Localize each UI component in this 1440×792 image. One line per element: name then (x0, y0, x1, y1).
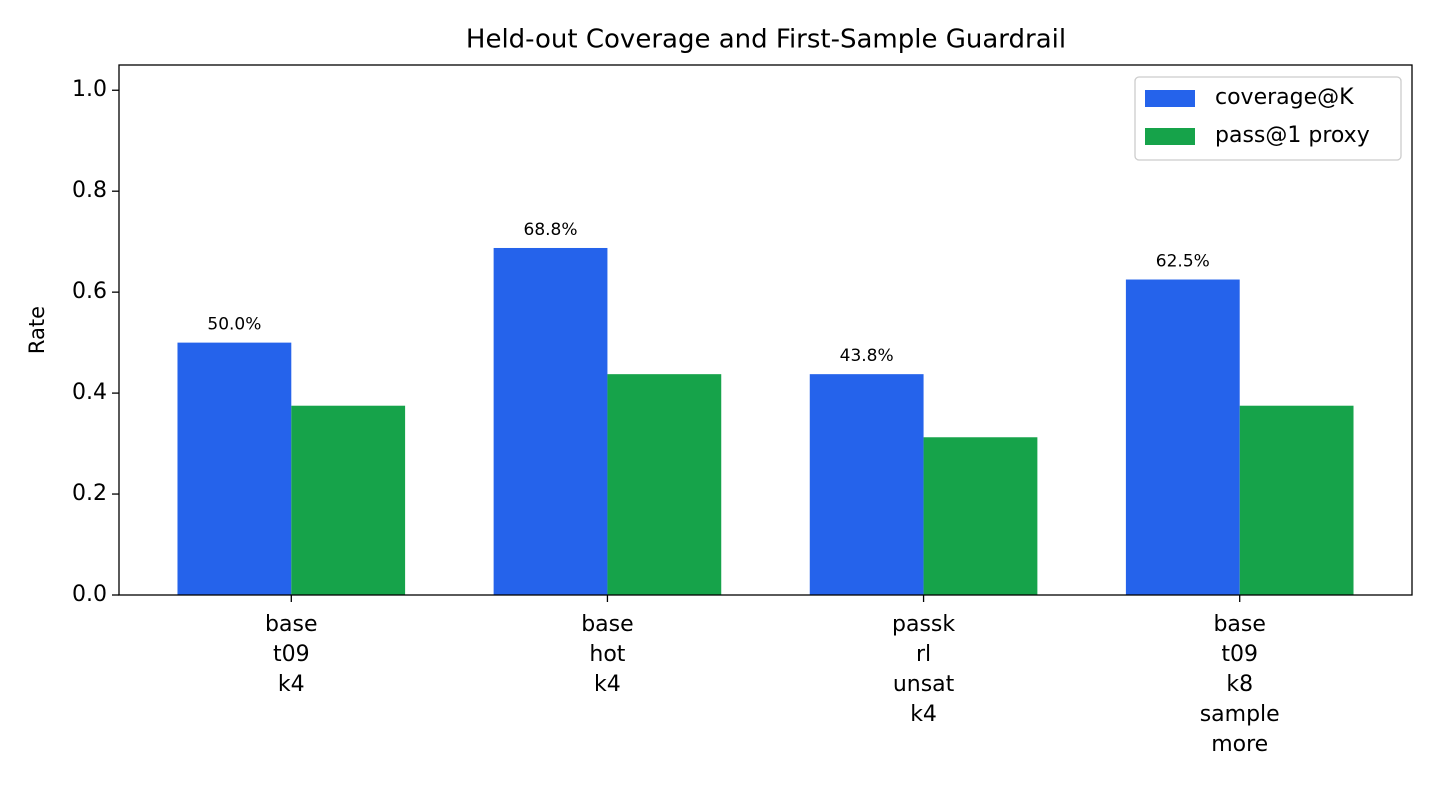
y-tick-label: 0.8 (72, 178, 107, 203)
value-label: 50.0% (207, 315, 261, 335)
legend-box (1134, 76, 1402, 161)
chart-title: Held-out Coverage and First-Sample Guard… (466, 25, 1066, 55)
legend-label: coverage@K (1215, 85, 1354, 110)
axes-frame (118, 64, 1413, 596)
bar (809, 374, 924, 595)
y-tick-label: 0.0 (72, 582, 107, 607)
bar (493, 247, 608, 595)
value-label: 62.5% (1156, 252, 1210, 272)
bar (291, 405, 406, 595)
x-tick-label: base t09 k8 sample more (1199, 612, 1280, 757)
bar (1239, 405, 1354, 595)
value-label: 43.8% (840, 346, 894, 366)
x-tick-label: base hot k4 (581, 612, 634, 697)
value-label: 68.8% (524, 220, 578, 240)
y-tick-label: 0.6 (72, 279, 107, 304)
legend-label: pass@1 proxy (1215, 123, 1370, 148)
bar (923, 437, 1038, 595)
y-tick-label: 0.2 (72, 481, 107, 506)
bar (1125, 279, 1240, 595)
y-tick-label: 1.0 (72, 77, 107, 102)
legend-swatch (1145, 128, 1195, 145)
bar (607, 374, 722, 595)
legend-swatch (1145, 90, 1195, 107)
y-tick-label: 0.4 (72, 380, 107, 405)
bar (177, 342, 292, 595)
x-tick-label: passk rl unsat k4 (892, 612, 956, 727)
x-tick-label: base t09 k4 (265, 612, 318, 697)
y-axis-label: Rate (25, 306, 49, 354)
